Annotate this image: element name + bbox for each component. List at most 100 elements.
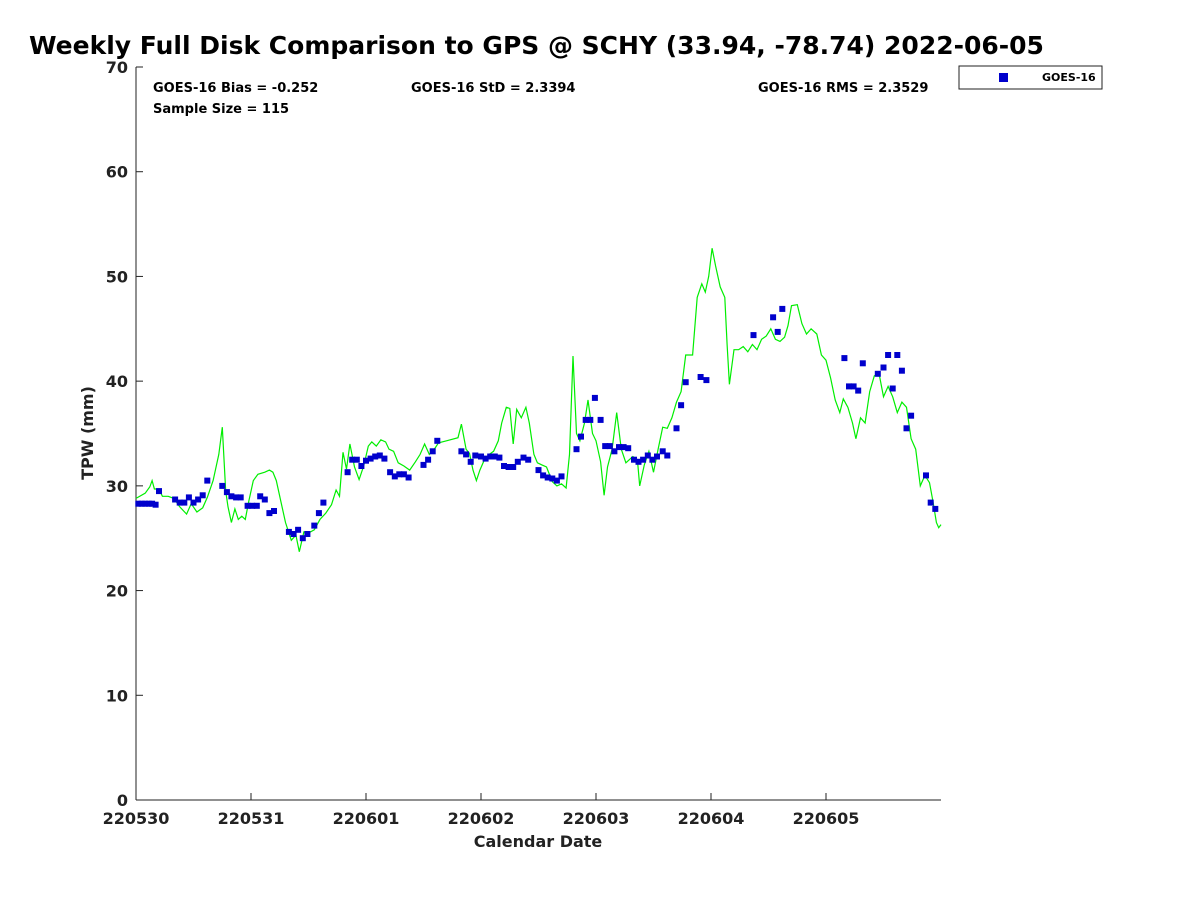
goes16-point [204, 477, 211, 484]
goes16-point [894, 352, 901, 358]
goes16-point [501, 463, 507, 469]
goes16-point [425, 456, 432, 463]
goes16-point [591, 394, 598, 401]
goes16-point [387, 469, 394, 476]
goes16-point [311, 522, 318, 529]
bias-stat: GOES-16 Bias = -0.252 [153, 81, 318, 96]
goes16-point [874, 370, 881, 377]
goes16-point [496, 454, 503, 461]
goes16-point [249, 502, 256, 509]
goes16-point [320, 499, 327, 506]
goes16-point [420, 461, 427, 468]
goes16-point [152, 501, 159, 508]
goes16-point [770, 314, 777, 321]
y-tick-label: 40 [106, 372, 128, 391]
goes16-point [841, 355, 848, 362]
goes16-point [458, 448, 465, 455]
legend: GOES-16 [958, 65, 1103, 90]
goes16-point [578, 433, 584, 440]
y-tick-label: 0 [117, 791, 128, 810]
goes16-point [606, 443, 613, 450]
goes16-point [631, 456, 637, 463]
goes16-point [391, 473, 398, 480]
goes16-point [505, 464, 512, 470]
goes16-point [544, 474, 551, 481]
y-tick-group: 0 10 20 30 40 50 60 70 [106, 58, 143, 810]
goes16-point [640, 456, 647, 463]
goes16-point [195, 496, 202, 503]
y-axis-label: TPW (mm) [78, 386, 97, 480]
goes16-point [271, 508, 277, 514]
goes16-point [478, 453, 484, 460]
x-tick-label: 220605 [793, 809, 860, 828]
goes16-point [673, 425, 680, 432]
y-tick-label: 20 [106, 582, 128, 601]
goes16-point [344, 469, 351, 476]
goes16-point [885, 352, 892, 358]
goes16-point [654, 453, 660, 460]
goes16-point [396, 471, 403, 478]
y-tick-label: 50 [106, 267, 128, 286]
goes16-point [616, 444, 622, 451]
goes16-point [290, 531, 297, 537]
goes16-point [611, 448, 618, 455]
goes16-point [932, 505, 939, 512]
x-tick-group: 220530 220531 220601 220602 220603 220604 2206… [103, 793, 860, 828]
goes16-point [880, 364, 887, 371]
goes16-point [434, 437, 441, 444]
legend-label-goes16: GOES-16 [1042, 71, 1096, 84]
goes16-point [372, 453, 379, 460]
gps-series [135, 248, 942, 552]
goes16-point [620, 444, 627, 451]
goes16-point [535, 467, 542, 474]
goes16-point [597, 416, 604, 423]
goes16-point [898, 367, 905, 374]
chart-title: Weekly Full Disk Comparison to GPS @ SCH… [29, 31, 1044, 60]
goes16-point [649, 456, 656, 463]
goes16-point [266, 510, 273, 517]
goes16-point [149, 500, 156, 507]
legend-box [958, 65, 1103, 90]
y-tick-label: 10 [106, 686, 128, 705]
goes16-point [514, 458, 521, 465]
x-tick-label: 220604 [678, 809, 745, 828]
goes16-point [859, 360, 866, 367]
goes16-point [142, 500, 149, 507]
x-tick-label: 220531 [218, 809, 285, 828]
goes16-point [846, 383, 852, 390]
goes16-point [587, 416, 594, 423]
goes16-point [405, 474, 412, 481]
rms-stat: GOES-16 RMS = 2.3529 [758, 81, 928, 96]
goes16-point [349, 456, 356, 463]
goes16-point [315, 510, 322, 517]
goes16-point [223, 489, 230, 496]
goes16-point [237, 494, 244, 501]
goes16-point [304, 531, 311, 537]
goes16-point [553, 477, 560, 484]
goes16-point [299, 535, 306, 542]
x-tick-label: 220530 [103, 809, 170, 828]
goes16-point [678, 402, 685, 409]
goes16-point [185, 494, 192, 501]
goes16-point [582, 416, 589, 423]
gps-line [135, 248, 942, 552]
goes16-point [285, 528, 292, 535]
goes16-point [219, 482, 226, 489]
goes16-point [400, 471, 407, 478]
goes16-point [353, 456, 360, 463]
goes16-point [190, 499, 197, 506]
y-tick-label: 30 [106, 477, 128, 496]
goes16-point [172, 496, 179, 503]
goes16-point [855, 387, 862, 394]
goes16-point [482, 455, 489, 462]
goes16-point [779, 305, 786, 312]
goes16-point [181, 499, 188, 506]
plot-area: 0 10 20 30 40 50 60 70 220530 220531 220601 220602… [103, 58, 942, 828]
std-stat: GOES-16 StD = 2.3394 [411, 81, 575, 96]
goes16-point [540, 472, 547, 479]
sample-size-stat: Sample Size = 115 [153, 102, 289, 117]
goes16-point [467, 458, 474, 465]
x-tick-label: 220602 [448, 809, 515, 828]
goes16-point [295, 526, 302, 533]
